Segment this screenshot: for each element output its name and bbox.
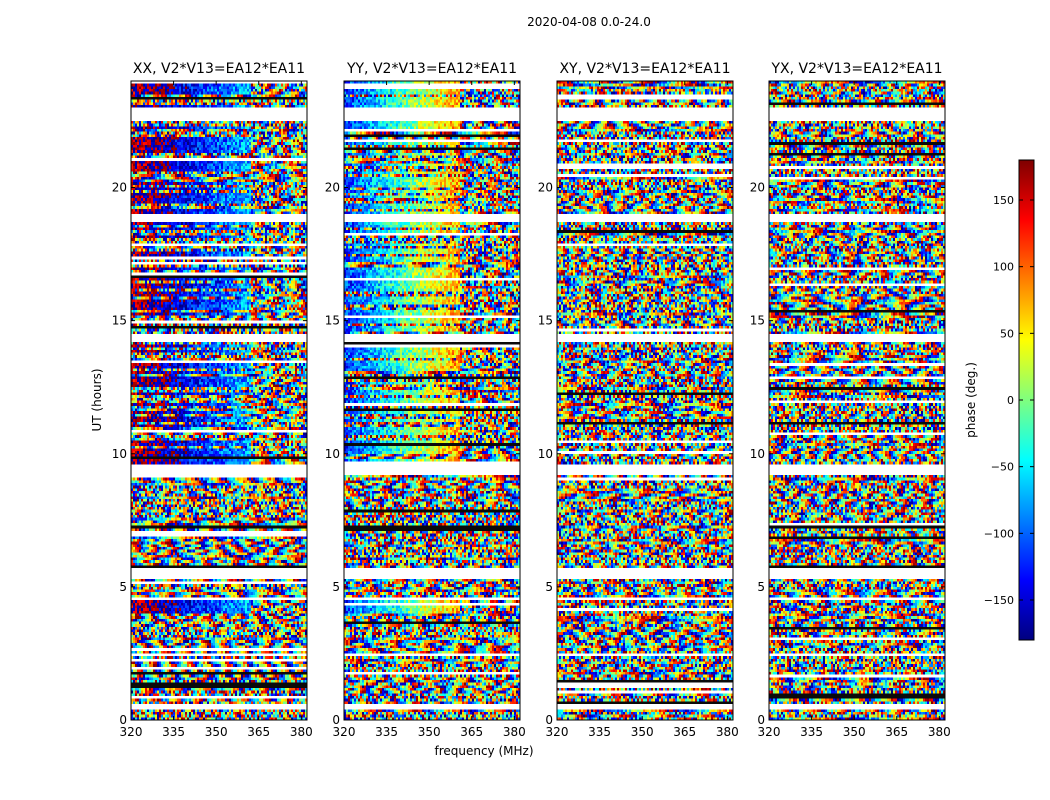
y-tick-label: 10: [325, 447, 340, 461]
x-tick-label: 320: [120, 725, 143, 739]
colorbar-label: phase (deg.): [964, 362, 978, 438]
y-tick-label: 0: [332, 713, 340, 727]
colorbar-tick-label: 100: [993, 261, 1014, 274]
x-tick-label: 335: [375, 725, 398, 739]
x-tick-label: 365: [247, 725, 270, 739]
x-tick-label: 350: [205, 725, 228, 739]
phase-heatmap-image: [131, 81, 307, 720]
panel-title: YY, V2*V13=EA12*EA11: [346, 61, 517, 77]
y-tick-label: 10: [112, 447, 127, 461]
x-tick-label: 335: [162, 725, 185, 739]
y-tick-label: 0: [119, 713, 127, 727]
x-tick-label: 380: [503, 725, 526, 739]
x-tick-label: 335: [800, 725, 823, 739]
y-tick-label: 0: [545, 713, 553, 727]
heatmap-panel: YY, V2*V13=EA12*EA11 320 335 350 365 380 0 5 10 1…: [325, 61, 526, 739]
heatmap-panel: XY, V2*V13=EA12*EA11 320 335 350 365 380 0 5 10 1…: [538, 61, 739, 739]
colorbar-tick-label: 150: [993, 194, 1014, 207]
x-tick-label: 365: [460, 725, 483, 739]
x-axis-label: frequency (MHz): [434, 744, 533, 758]
y-tick-label: 10: [750, 447, 765, 461]
x-tick-label: 350: [418, 725, 441, 739]
x-tick-label: 320: [758, 725, 781, 739]
x-tick-label: 320: [546, 725, 569, 739]
x-tick-label: 365: [885, 725, 908, 739]
heatmap-panel: XX, V2*V13=EA12*EA11 320 335 350 365 380 0 5 10 1…: [112, 61, 313, 739]
figure-suptitle: 2020-04-08 0.0-24.0: [527, 15, 651, 29]
colorbar-tick-label: −100: [984, 527, 1014, 540]
y-tick-label: 5: [119, 580, 127, 594]
phase-heatmap-image: [557, 81, 733, 720]
x-tick-label: 380: [290, 725, 313, 739]
y-tick-label: 15: [538, 314, 553, 328]
y-tick-label: 20: [112, 181, 127, 195]
x-tick-label: 320: [333, 725, 356, 739]
phase-heatmap-image: [344, 81, 520, 720]
x-tick-label: 380: [716, 725, 739, 739]
y-tick-label: 20: [750, 181, 765, 195]
x-tick-label: 380: [928, 725, 951, 739]
panel-frame: [768, 80, 946, 721]
colorbar-tick-label: 0: [1007, 394, 1014, 407]
panel-frame: [130, 80, 308, 721]
y-tick-label: 5: [545, 580, 553, 594]
y-tick-label: 5: [757, 580, 765, 594]
y-tick-label: 5: [332, 580, 340, 594]
panels: XX, V2*V13=EA12*EA11 320 335 350 365 380 0 5 10 1…: [112, 61, 951, 739]
phase-heatmap-image: [769, 81, 945, 720]
x-tick-label: 350: [631, 725, 654, 739]
x-tick-label: 365: [673, 725, 696, 739]
colorbar-tick-label: −50: [991, 461, 1014, 474]
heatmap-panel: YX, V2*V13=EA12*EA11 320 335 350 365 380 0 5 10 1…: [750, 61, 951, 739]
y-tick-label: 20: [325, 181, 340, 195]
panel-frame: [556, 80, 734, 721]
colorbar: phase (deg.) 150 100 50 0 −50 −100 −150: [964, 159, 1035, 641]
y-axis-label: UT (hours): [90, 368, 104, 431]
y-tick-label: 0: [757, 713, 765, 727]
y-tick-label: 10: [538, 447, 553, 461]
colorbar-tick-label: −150: [984, 594, 1014, 607]
panel-title: XY, V2*V13=EA12*EA11: [559, 61, 730, 77]
y-tick-label: 15: [750, 314, 765, 328]
y-tick-label: 15: [112, 314, 127, 328]
colorbar-tick-label: 50: [1000, 327, 1014, 340]
panel-title: XX, V2*V13=EA12*EA11: [133, 61, 305, 77]
panel-title: YX, V2*V13=EA12*EA11: [770, 61, 942, 77]
y-tick-label: 15: [325, 314, 340, 328]
y-tick-label: 20: [538, 181, 553, 195]
x-tick-label: 335: [588, 725, 611, 739]
panel-frame: [343, 80, 521, 721]
x-tick-label: 350: [843, 725, 866, 739]
